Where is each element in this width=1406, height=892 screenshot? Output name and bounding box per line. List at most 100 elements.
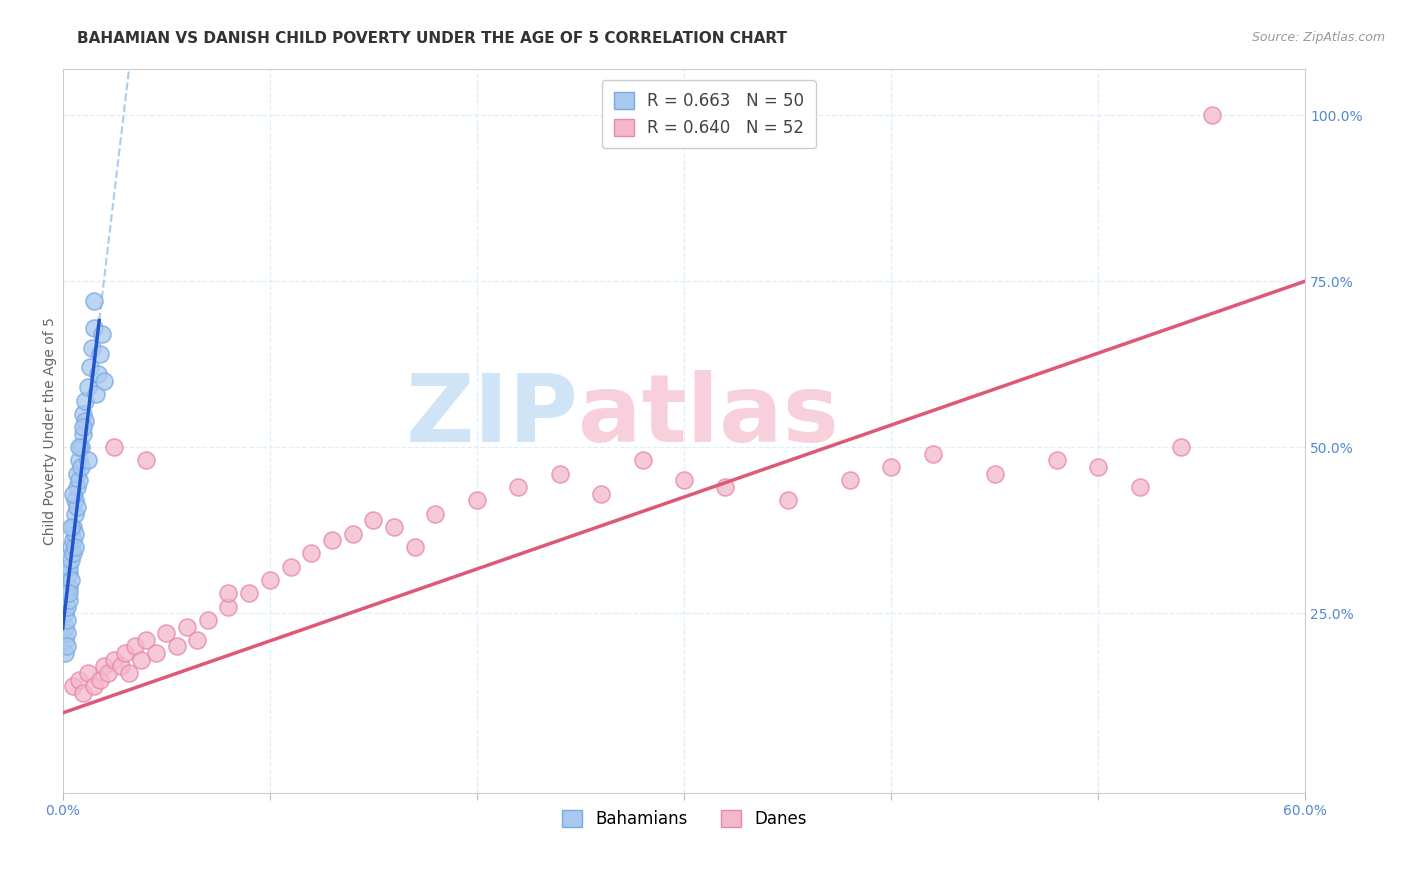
Point [53, 646, 76, 660]
Point [58, 580, 80, 594]
Point [382, 520, 405, 534]
Point [58, 593, 80, 607]
Point [673, 474, 696, 488]
Text: Source: ZipAtlas.com: Source: ZipAtlas.com [1251, 31, 1385, 45]
Point [62, 486, 84, 500]
Point [118, 666, 141, 681]
Point [79, 360, 101, 375]
Point [62, 533, 84, 548]
Point [70, 460, 93, 475]
Point [53, 607, 76, 621]
Point [83, 679, 105, 693]
Point [548, 467, 571, 481]
Point [56, 626, 79, 640]
Point [880, 460, 903, 475]
Point [186, 632, 208, 647]
Point [66, 480, 89, 494]
Point [63, 493, 86, 508]
Point [83, 293, 105, 308]
Point [76, 380, 98, 394]
Point [259, 573, 281, 587]
Point [155, 626, 177, 640]
Point [62, 547, 84, 561]
Point [238, 586, 260, 600]
Point [76, 666, 98, 681]
Point [363, 513, 385, 527]
Point [838, 474, 860, 488]
Point [89, 673, 111, 687]
Point [404, 540, 426, 554]
Point [62, 679, 84, 693]
Point [110, 659, 132, 673]
Point [63, 507, 86, 521]
Point [53, 619, 76, 633]
Point [299, 547, 322, 561]
Point [56, 586, 79, 600]
Point [342, 526, 364, 541]
Point [56, 599, 79, 614]
Point [1087, 460, 1109, 475]
Point [59, 520, 82, 534]
Legend: Bahamians, Danes: Bahamians, Danes [555, 804, 813, 835]
Text: atlas: atlas [578, 370, 839, 462]
Point [59, 553, 82, 567]
Point [91, 327, 114, 342]
Point [921, 447, 943, 461]
Point [135, 632, 157, 647]
Point [1201, 108, 1223, 122]
Point [93, 659, 115, 673]
Point [508, 480, 530, 494]
Point [145, 646, 167, 660]
Point [465, 493, 488, 508]
Point [58, 586, 80, 600]
Point [776, 493, 799, 508]
Point [66, 500, 89, 514]
Point [591, 486, 613, 500]
Point [131, 653, 153, 667]
Y-axis label: Child Poverty Under the Age of 5: Child Poverty Under the Age of 5 [44, 317, 58, 544]
Point [176, 619, 198, 633]
Point [217, 586, 239, 600]
Text: ZIP: ZIP [405, 370, 578, 462]
Point [72, 407, 94, 421]
Point [59, 540, 82, 554]
Point [1046, 453, 1069, 467]
Point [58, 566, 80, 581]
Point [87, 367, 110, 381]
Point [124, 640, 146, 654]
Point [75, 414, 97, 428]
Point [93, 374, 115, 388]
Point [72, 686, 94, 700]
Point [62, 520, 84, 534]
Point [114, 646, 136, 660]
Point [84, 387, 107, 401]
Point [321, 533, 343, 548]
Point [89, 347, 111, 361]
Point [103, 653, 125, 667]
Point [1170, 440, 1192, 454]
Point [59, 573, 82, 587]
Point [67, 673, 90, 687]
Point [76, 453, 98, 467]
Point [72, 426, 94, 441]
Point [70, 440, 93, 454]
Point [58, 559, 80, 574]
Point [63, 540, 86, 554]
Point [67, 474, 90, 488]
Point [72, 420, 94, 434]
Point [80, 341, 103, 355]
Point [135, 453, 157, 467]
Point [53, 632, 76, 647]
Point [983, 467, 1005, 481]
Point [56, 640, 79, 654]
Point [75, 393, 97, 408]
Point [103, 440, 125, 454]
Point [83, 320, 105, 334]
Text: BAHAMIAN VS DANISH CHILD POVERTY UNDER THE AGE OF 5 CORRELATION CHART: BAHAMIAN VS DANISH CHILD POVERTY UNDER T… [77, 31, 787, 46]
Point [425, 507, 447, 521]
Point [97, 666, 120, 681]
Point [280, 559, 302, 574]
Point [714, 480, 737, 494]
Point [56, 613, 79, 627]
Point [631, 453, 654, 467]
